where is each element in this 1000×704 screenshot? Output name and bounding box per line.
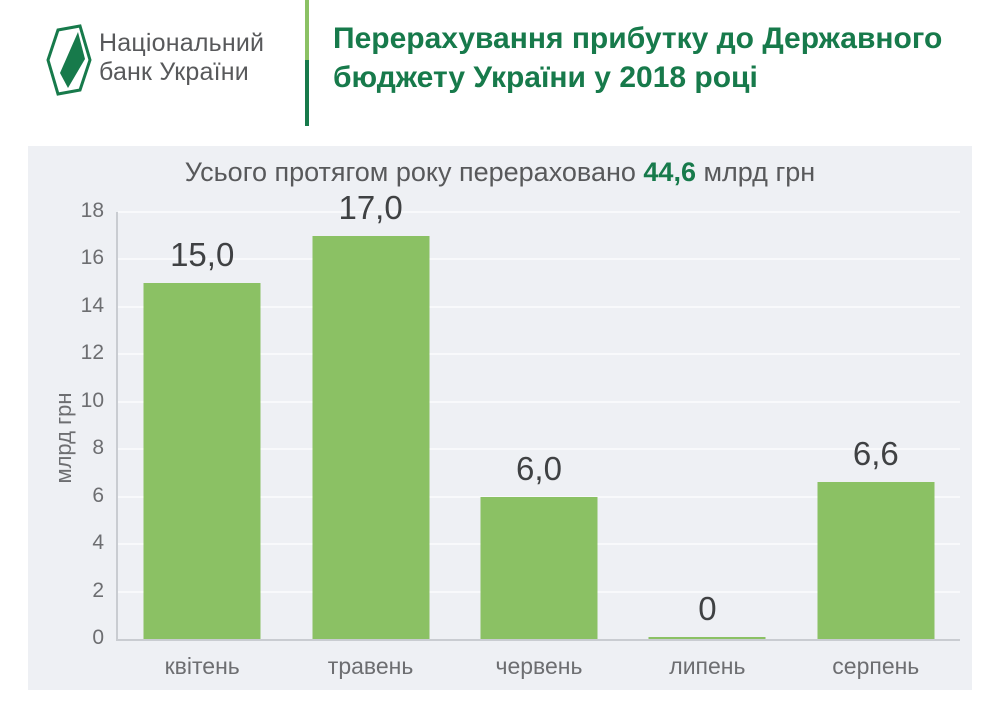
bar-slot: 15,0 квітень bbox=[118, 212, 286, 679]
y-tick-label: 18 bbox=[80, 199, 104, 222]
bar-серпень bbox=[817, 482, 935, 639]
header: Національний банк України Перерахування … bbox=[0, 0, 1000, 145]
bar-квітень bbox=[143, 283, 261, 639]
chart-panel: Усього протягом року перераховано 44,6 м… bbox=[28, 146, 972, 690]
gridline bbox=[118, 305, 960, 308]
bar-value-label: 17,0 bbox=[338, 188, 403, 226]
subtitle-total-value: 44,6 bbox=[643, 157, 696, 187]
divider-dark-segment bbox=[305, 60, 309, 126]
y-tick-label: 8 bbox=[92, 436, 104, 460]
y-tick-label: 16 bbox=[80, 246, 104, 270]
bar-slot: 17,0 травень bbox=[286, 189, 454, 679]
bar-value-label: 15,0 bbox=[170, 236, 235, 274]
y-tick-label: 4 bbox=[92, 531, 104, 555]
x-category-label: серпень bbox=[832, 653, 920, 679]
x-category-label: червень bbox=[495, 653, 583, 679]
gridline bbox=[118, 258, 960, 261]
bar-value-label: 0 bbox=[698, 590, 717, 627]
subtitle-prefix: Усього протягом року перераховано bbox=[184, 157, 644, 187]
y-tick-label: 14 bbox=[80, 293, 104, 317]
nbu-logo-icon bbox=[46, 24, 92, 96]
y-tick-label: 0 bbox=[92, 626, 104, 649]
x-category-label: травень bbox=[327, 653, 414, 679]
header-divider bbox=[305, 0, 309, 126]
bar-slot: 6,6 серпень bbox=[792, 212, 960, 679]
page-title: Перерахування прибутку до Державного бюд… bbox=[333, 19, 988, 97]
logo-text: Національний банк України bbox=[99, 29, 264, 87]
bar-slot: 0 липень bbox=[623, 212, 791, 679]
page-title-line2: бюджету України у 2018 році bbox=[333, 61, 758, 94]
divider-light-segment bbox=[305, 0, 309, 60]
bar-травень bbox=[312, 235, 430, 639]
plot-area: 0 2 4 6 8 10 12 14 16 18 15,0 квітень 17,0 травень 6,0… bbox=[81, 189, 960, 679]
bar-value-label: 6,6 bbox=[852, 435, 899, 473]
page-title-line1: Перерахування прибутку до Державного bbox=[333, 22, 943, 55]
x-category-label: липень bbox=[669, 653, 746, 679]
bar-липень bbox=[648, 637, 766, 639]
x-category-label: квітень bbox=[164, 653, 240, 679]
y-tick-label: 2 bbox=[92, 578, 104, 602]
gridline bbox=[118, 400, 960, 403]
y-tick-label: 6 bbox=[92, 483, 104, 507]
subtitle-suffix: млрд грн bbox=[695, 157, 816, 187]
logo-text-line2: банк України bbox=[99, 58, 249, 86]
bar-червень bbox=[480, 496, 598, 639]
gridline bbox=[118, 448, 960, 451]
bar-value-label: 6,0 bbox=[516, 449, 562, 487]
y-tick-label: 12 bbox=[80, 341, 104, 365]
gridline bbox=[118, 211, 960, 213]
y-tick-label: 10 bbox=[80, 388, 104, 412]
logo-text-line1: Національний bbox=[99, 29, 265, 57]
gridline bbox=[118, 353, 960, 356]
bar-slot: 6,0 червень bbox=[455, 212, 623, 679]
chart-subtitle: Усього протягом року перераховано 44,6 м… bbox=[28, 157, 972, 188]
